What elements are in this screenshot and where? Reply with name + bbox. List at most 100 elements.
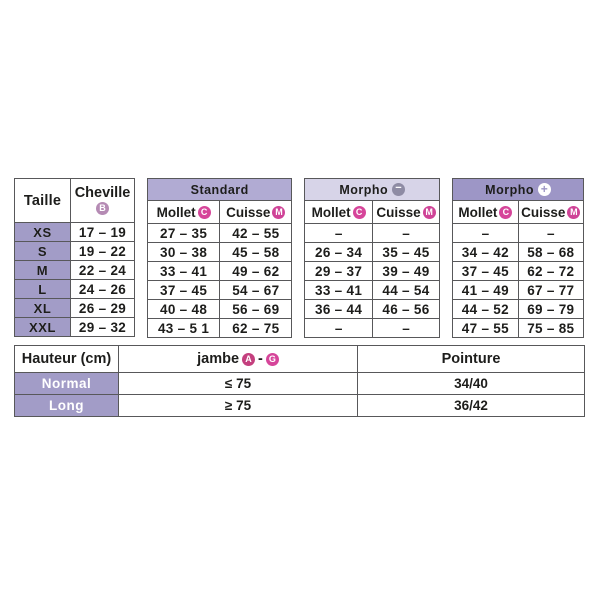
morpho-plus-cuisse-s: 58 – 68 [517, 242, 585, 262]
header-taille: Taille [14, 178, 71, 223]
table-row: 37 – 45 62 – 72 [452, 261, 585, 281]
group-title-standard-text: Standard [190, 182, 249, 197]
mollet-badge-letter: C [355, 206, 363, 217]
table-row: S 19 – 22 [14, 241, 135, 261]
mollet-badge-icon: C [499, 205, 513, 219]
size-label-xxl: XXL [14, 317, 71, 337]
upper-tables-band: Taille Cheville B XS 17 – 19 S 19 – 22 [14, 178, 585, 338]
morpho-plus-mollet-xs: – [452, 223, 519, 243]
jambe-a-badge-letter: A [245, 353, 252, 364]
morpho-minus-cuisse-l: 44 – 54 [371, 280, 441, 300]
morpho-plus-cuisse-xs: – [517, 223, 585, 243]
minus-circle-icon: − [392, 182, 406, 196]
cheville-value-xl: 26 – 29 [70, 298, 135, 318]
plus-circle-icon: + [537, 182, 551, 196]
minus-glyph: − [395, 182, 403, 194]
table-row: 29 – 37 39 – 49 [304, 261, 441, 281]
size-label-xl: XL [14, 298, 71, 318]
table-row: M 22 – 24 [14, 260, 135, 280]
header-cuisse-morpho-plus-text: Cuisse [521, 204, 566, 220]
morpho-minus-mollet-xs: – [304, 223, 373, 243]
morpho-minus-cuisse-s: 35 – 45 [371, 242, 441, 262]
cuisse-badge-letter: M [570, 206, 578, 217]
cheville-badge-icon: B [96, 202, 109, 216]
standard-group-table: Standard Mollet C [146, 178, 293, 338]
table-row: XS 17 – 19 [14, 222, 135, 242]
standard-mollet-xs: 27 – 35 [146, 223, 221, 243]
table-row: Normal ≤ 75 34/40 [14, 372, 585, 395]
group-title-morpho-plus: Morpho + [452, 178, 584, 201]
table-row: 26 – 34 35 – 45 [304, 242, 441, 262]
header-mollet-standard: Mollet C [146, 200, 221, 224]
morpho-plus-cuisse-l: 67 – 77 [517, 280, 585, 300]
table-row: Long ≥ 75 36/42 [14, 394, 585, 417]
table-row: 36 – 44 46 – 56 [304, 299, 441, 319]
header-cheville-text: Cheville [74, 184, 131, 201]
morpho-plus-mollet-xxl: 47 – 55 [452, 318, 519, 338]
table-row: 30 – 38 45 – 58 [146, 242, 293, 262]
morpho-minus-cuisse-xxl: – [371, 318, 441, 338]
table-row: – – [304, 318, 441, 338]
header-jambe-text: jambe [197, 351, 240, 367]
cuisse-badge-icon: M [272, 205, 286, 219]
header-mollet-morpho-plus: Mollet C [452, 200, 519, 224]
header-cuisse-morpho-minus-text: Cuisse [376, 204, 421, 220]
table-row: 40 – 48 56 – 69 [146, 299, 293, 319]
cheville-badge-letter: B [99, 203, 106, 214]
standard-cuisse-s: 45 – 58 [219, 242, 293, 262]
table-row: 27 – 35 42 – 55 [146, 223, 293, 243]
morpho-plus-mollet-l: 41 – 49 [452, 280, 519, 300]
morpho-minus-cuisse-xs: – [371, 223, 441, 243]
morpho-plus-cuisse-xl: 69 – 79 [517, 299, 585, 319]
height-label-normal: Normal [14, 372, 119, 395]
header-cuisse-standard-text: Cuisse [226, 204, 271, 220]
standard-cuisse-l: 54 – 67 [219, 280, 293, 300]
morpho-minus-mollet-s: 26 – 34 [304, 242, 373, 262]
table-row: – – [304, 223, 441, 243]
cheville-value-s: 19 – 22 [70, 241, 135, 261]
header-hauteur: Hauteur (cm) [14, 345, 119, 373]
table-row: 44 – 52 69 – 79 [452, 299, 585, 319]
standard-mollet-xl: 40 – 48 [146, 299, 221, 319]
morpho-minus-group-table: Morpho − Mollet C [304, 178, 441, 338]
morpho-plus-cuisse-m: 62 – 72 [517, 261, 585, 281]
jambe-g-badge-icon: G [265, 352, 279, 366]
height-label-long: Long [14, 394, 119, 417]
cheville-value-l: 24 – 26 [70, 279, 135, 299]
morpho-minus-mollet-xxl: – [304, 318, 373, 338]
jambe-value-normal: ≤ 75 [118, 372, 358, 395]
morpho-minus-mollet-l: 33 – 41 [304, 280, 373, 300]
mollet-badge-letter: C [502, 206, 510, 217]
jambe-g-badge-letter: G [268, 353, 276, 364]
size-label-l: L [14, 279, 71, 299]
header-pointure: Pointure [357, 345, 585, 373]
table-row: XL 26 – 29 [14, 298, 135, 318]
size-label-m: M [14, 260, 71, 280]
mollet-badge-letter: C [200, 206, 208, 217]
jambe-value-long: ≥ 75 [118, 394, 358, 417]
group-title-morpho-minus: Morpho − [304, 178, 441, 201]
header-cuisse-standard: Cuisse M [219, 200, 293, 224]
cheville-value-xs: 17 – 19 [70, 222, 135, 242]
header-cuisse-morpho-minus: Cuisse M [371, 200, 441, 224]
header-cheville: Cheville B [70, 178, 135, 223]
plus-glyph: + [540, 182, 549, 196]
table-row: XXL 29 – 32 [14, 317, 135, 337]
cuisse-badge-letter: M [275, 206, 283, 217]
standard-cuisse-m: 49 – 62 [219, 261, 293, 281]
size-ankle-table: Taille Cheville B XS 17 – 19 S 19 – 22 [14, 178, 135, 337]
morpho-minus-mollet-xl: 36 – 44 [304, 299, 373, 319]
header-mollet-standard-text: Mollet [156, 204, 196, 220]
table-row: 34 – 42 58 – 68 [452, 242, 585, 262]
morpho-minus-cuisse-m: 39 – 49 [371, 261, 441, 281]
size-label-xs: XS [14, 222, 71, 242]
pointure-value-normal: 34/40 [357, 372, 585, 395]
group-title-morpho-plus-text: Morpho [485, 182, 534, 197]
group-title-morpho-minus-text: Morpho [339, 182, 389, 197]
table-row: 33 – 41 44 – 54 [304, 280, 441, 300]
table-row: 41 – 49 67 – 77 [452, 280, 585, 300]
morpho-minus-mollet-m: 29 – 37 [304, 261, 373, 281]
cuisse-badge-icon: M [422, 205, 436, 219]
group-title-standard: Standard [146, 178, 293, 201]
